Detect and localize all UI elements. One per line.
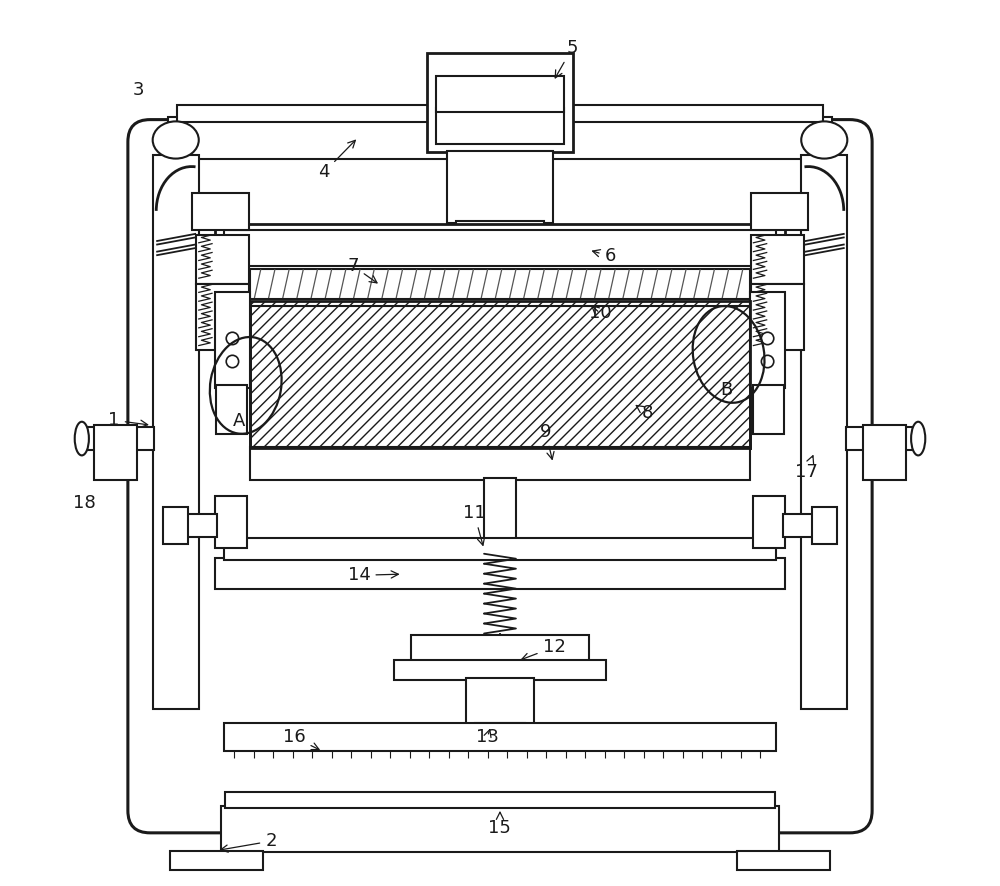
Bar — [250, 269, 750, 301]
Bar — [427, 53, 573, 152]
Bar — [753, 496, 785, 548]
Text: B: B — [721, 381, 733, 399]
Bar — [224, 723, 776, 751]
Bar — [394, 660, 606, 680]
Bar — [224, 538, 776, 560]
Text: 10: 10 — [589, 304, 611, 323]
Bar — [475, 723, 525, 735]
Bar — [250, 447, 750, 480]
Ellipse shape — [75, 422, 89, 455]
Text: 11: 11 — [463, 504, 486, 545]
Text: 12: 12 — [522, 638, 565, 660]
Bar — [224, 230, 776, 266]
Bar — [82, 427, 154, 450]
Bar — [411, 635, 589, 662]
Bar — [163, 507, 188, 544]
Bar — [196, 284, 249, 350]
Bar — [177, 105, 823, 122]
Bar — [863, 425, 906, 480]
Text: 14: 14 — [348, 566, 398, 585]
Text: 18: 18 — [73, 494, 96, 512]
Bar — [216, 385, 247, 434]
Bar — [751, 193, 808, 230]
Bar — [170, 851, 263, 870]
Bar — [737, 851, 830, 870]
Bar — [225, 792, 775, 808]
Text: 2: 2 — [221, 832, 277, 852]
Bar — [215, 224, 785, 270]
Bar — [215, 558, 785, 589]
Bar — [436, 76, 564, 112]
Bar — [456, 222, 544, 255]
Bar — [846, 427, 918, 450]
Text: 6: 6 — [593, 247, 616, 266]
Bar — [751, 284, 804, 350]
Text: 7: 7 — [348, 257, 377, 283]
Text: 17: 17 — [795, 455, 818, 481]
Text: 3: 3 — [132, 81, 144, 99]
Bar — [192, 193, 249, 230]
Text: 16: 16 — [283, 728, 319, 750]
Text: 8: 8 — [636, 404, 653, 423]
Bar — [250, 301, 750, 448]
Bar — [215, 292, 250, 388]
Bar — [812, 507, 837, 544]
Bar — [801, 155, 847, 709]
Bar — [447, 151, 553, 223]
Bar — [783, 514, 815, 537]
Bar — [466, 678, 534, 727]
Text: A: A — [232, 412, 245, 430]
Circle shape — [761, 355, 774, 368]
Bar — [750, 292, 785, 388]
Bar — [94, 425, 137, 480]
Text: 13: 13 — [476, 727, 499, 746]
Ellipse shape — [911, 422, 925, 455]
Bar — [196, 235, 249, 284]
Bar — [168, 117, 832, 159]
Bar — [221, 806, 779, 852]
Bar — [751, 235, 804, 284]
Ellipse shape — [801, 121, 847, 159]
Bar — [215, 496, 247, 548]
Bar — [250, 299, 750, 306]
Bar — [484, 478, 516, 554]
Bar — [436, 108, 564, 144]
Circle shape — [226, 355, 239, 368]
Text: 4: 4 — [318, 140, 355, 182]
Text: 15: 15 — [488, 812, 511, 837]
Bar — [250, 301, 750, 448]
Circle shape — [761, 332, 774, 345]
Circle shape — [226, 332, 239, 345]
Text: 5: 5 — [555, 39, 578, 78]
Bar — [753, 385, 784, 434]
Text: 9: 9 — [540, 423, 554, 459]
Bar — [153, 155, 199, 709]
Bar — [185, 514, 217, 537]
Text: 1: 1 — [108, 411, 148, 430]
Ellipse shape — [153, 121, 199, 159]
FancyBboxPatch shape — [128, 120, 872, 833]
